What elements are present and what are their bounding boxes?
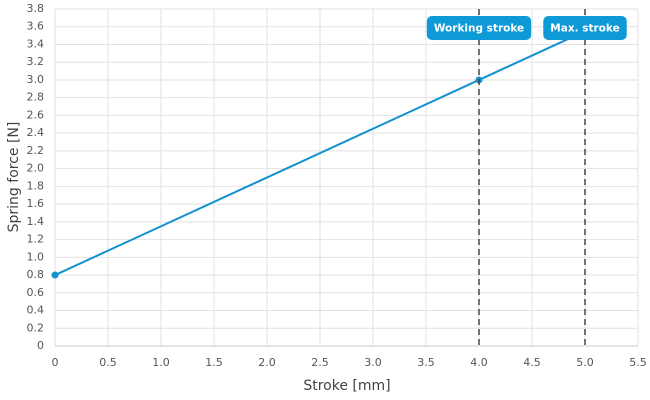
y-tick-label: 3.8 xyxy=(27,2,45,15)
annotation-text: Max. stroke xyxy=(550,23,619,35)
x-tick-label: 0.5 xyxy=(99,356,117,369)
y-tick-label: 1.0 xyxy=(27,250,45,263)
y-tick-label: 3.2 xyxy=(27,55,45,68)
y-tick-label: 0 xyxy=(37,339,44,352)
y-tick-label: 1.6 xyxy=(27,197,45,210)
annotation-box xyxy=(543,16,627,40)
x-tick-label: 1.5 xyxy=(205,356,223,369)
y-tick-label: 3.6 xyxy=(27,20,45,33)
x-tick-label: 5.5 xyxy=(629,356,647,369)
x-tick-label: 3.0 xyxy=(364,356,382,369)
y-tick-label: 0.8 xyxy=(27,268,45,281)
annotation-text: Working stroke xyxy=(434,23,524,35)
x-tick-label: 1.0 xyxy=(152,356,170,369)
x-tick-label: 5.0 xyxy=(576,356,594,369)
data-point xyxy=(51,271,59,279)
x-tick-label: 3.5 xyxy=(417,356,435,369)
x-tick-label: 0 xyxy=(52,356,59,369)
y-tick-label: 0.4 xyxy=(27,304,45,317)
y-tick-label: 3.4 xyxy=(27,37,45,50)
x-axis-title: Stroke [mm] xyxy=(303,378,390,394)
y-tick-label: 1.2 xyxy=(27,233,45,246)
y-tick-label: 3.0 xyxy=(27,73,45,86)
y-tick-label: 2.6 xyxy=(27,108,45,121)
y-tick-label: 0.2 xyxy=(27,321,45,334)
y-tick-label: 2.8 xyxy=(27,91,45,104)
x-tick-label: 4.5 xyxy=(523,356,541,369)
y-tick-label: 2.2 xyxy=(27,144,45,157)
y-axis-title: Spring force [N] xyxy=(6,122,22,233)
y-tick-label: 1.4 xyxy=(27,215,45,228)
y-tick-label: 2.0 xyxy=(27,162,45,175)
y-tick-label: 1.8 xyxy=(27,179,45,192)
x-tick-label: 2.0 xyxy=(258,356,276,369)
y-tick-label: 0.6 xyxy=(27,286,45,299)
x-tick-label: 2.5 xyxy=(311,356,329,369)
x-tick-label: 4.0 xyxy=(470,356,488,369)
annotation-box xyxy=(426,16,532,40)
annotation-label: Working stroke xyxy=(426,16,532,40)
annotation-label: Max. stroke xyxy=(543,16,627,40)
y-tick-label: 2.4 xyxy=(27,126,45,139)
